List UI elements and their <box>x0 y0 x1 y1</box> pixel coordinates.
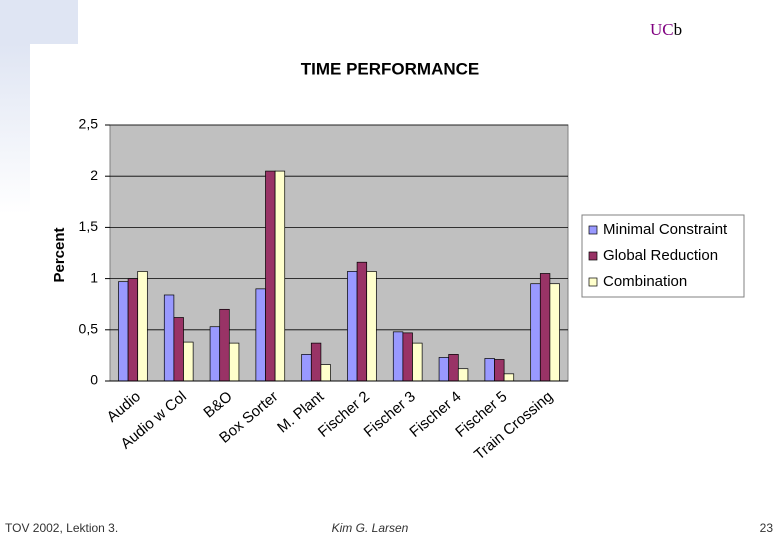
bar <box>530 283 541 382</box>
x-tick-label: Audio <box>104 388 144 426</box>
y-tick-label: 1,5 <box>79 218 99 234</box>
bar <box>392 331 404 382</box>
legend-label: Global Reduction <box>603 247 718 264</box>
bar <box>448 354 459 382</box>
bar <box>412 342 423 382</box>
bar <box>301 354 312 382</box>
page-number: 23 <box>760 521 774 535</box>
bar <box>118 281 129 382</box>
bar <box>438 357 450 382</box>
legend-swatch <box>588 225 598 235</box>
y-tick-label: 0,5 <box>79 321 99 337</box>
bar <box>127 278 139 382</box>
y-tick-label: 2,5 <box>79 116 99 132</box>
bar <box>320 364 331 382</box>
bar <box>402 332 413 382</box>
bar <box>503 373 515 382</box>
bar <box>163 294 175 382</box>
plot-area <box>109 124 569 382</box>
footer-left: TOV 2002, Lektion 3. <box>5 521 118 535</box>
bar <box>137 271 148 382</box>
x-tick-label: B&O <box>200 388 235 421</box>
x-tick-label: Train Crossing <box>471 388 556 463</box>
bar <box>549 283 560 382</box>
chart-title: TIME PERFORMANCE <box>301 59 480 78</box>
y-axis-label: Percent <box>51 227 68 282</box>
bar <box>274 170 286 382</box>
logo-tail: b <box>674 20 683 39</box>
bar <box>183 341 194 382</box>
bar <box>494 359 505 382</box>
bar <box>255 288 266 382</box>
bar <box>265 170 276 382</box>
bar <box>347 271 358 382</box>
legend-label: Combination <box>603 273 687 290</box>
legend-swatch <box>588 251 598 261</box>
logo-main: UC <box>650 20 674 39</box>
y-tick-label: 2 <box>90 167 98 183</box>
y-tick-label: 1 <box>90 269 98 285</box>
legend-swatch <box>588 277 598 287</box>
bar <box>484 358 495 382</box>
bar <box>539 273 551 382</box>
bar <box>228 342 240 382</box>
bar <box>173 317 184 382</box>
bar <box>457 368 469 382</box>
decoration <box>0 44 30 214</box>
y-tick-label: 0 <box>90 372 98 388</box>
bar <box>310 342 322 382</box>
decoration <box>0 0 78 44</box>
bar <box>219 308 230 382</box>
legend-box <box>581 214 745 298</box>
bar <box>366 271 377 382</box>
bar <box>356 261 368 382</box>
bar <box>209 326 221 382</box>
legend-label: Minimal Constraint <box>603 221 728 238</box>
logo: UCb <box>650 20 682 39</box>
footer-center: Kim G. Larsen <box>332 521 409 535</box>
